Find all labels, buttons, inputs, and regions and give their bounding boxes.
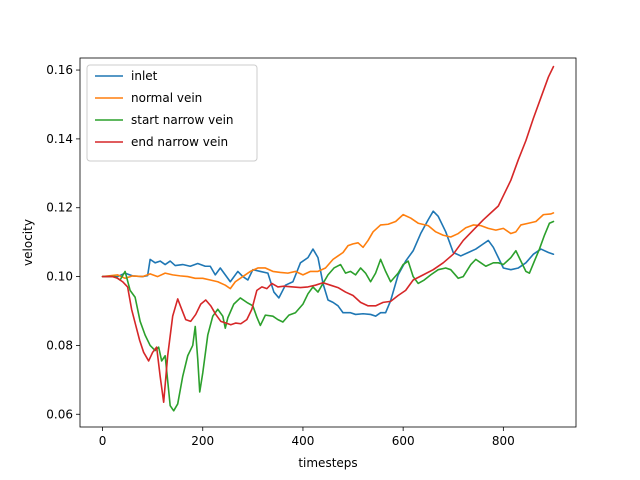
y-tick-label: 0.14: [46, 132, 73, 146]
series-line-start-narrow-vein: [101, 220, 555, 412]
y-tick-label: 0.10: [46, 270, 73, 284]
y-tick-label: 0.16: [46, 63, 73, 77]
x-tick-label: 0: [99, 434, 107, 448]
series-line-inlet: [101, 210, 555, 317]
series-layer: [101, 65, 555, 412]
legend-label-start-narrow-vein: start narrow vein: [131, 113, 234, 127]
x-axis-ticks: 0 200 400 600 800: [99, 427, 515, 448]
axes-frame: [79, 57, 577, 428]
y-axis-ticks: 0.06 0.08 0.10 0.12 0.14 0.16: [46, 63, 80, 421]
y-tick-label: 0.06: [46, 407, 73, 421]
legend-label-end-narrow-vein: end narrow vein: [131, 135, 228, 149]
y-tick-label: 0.08: [46, 338, 73, 352]
legend-box: [86, 64, 258, 162]
x-tick-label: 600: [392, 434, 415, 448]
legend-label-normal-vein: normal vein: [131, 91, 202, 105]
y-axis-label: velocity: [21, 219, 35, 266]
x-tick-label: 800: [492, 434, 515, 448]
legend-label-inlet: inlet: [131, 69, 158, 83]
legend: inlet normal vein start narrow vein end nar…: [86, 64, 258, 162]
y-tick-label: 0.12: [46, 201, 73, 215]
series-line-normal-vein: [101, 212, 555, 290]
x-tick-label: 200: [191, 434, 214, 448]
x-tick-label: 400: [291, 434, 314, 448]
series-line-end-narrow-vein: [101, 65, 555, 404]
x-axis-label: timesteps: [298, 456, 357, 470]
